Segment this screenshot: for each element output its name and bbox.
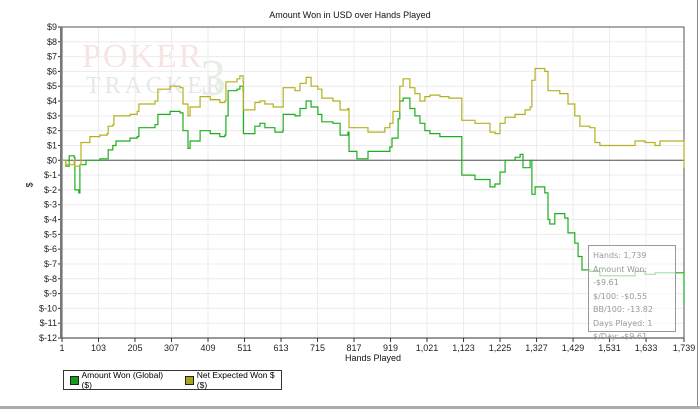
y-axis-label: $ — [24, 182, 35, 188]
y-tick-label: $-12 — [39, 333, 57, 343]
x-tick-label: 1,021 — [416, 343, 439, 353]
y-tick-label: $-4 — [44, 215, 57, 225]
x-tick-label: 1,531 — [598, 343, 621, 353]
y-tick-label: $5 — [47, 81, 57, 91]
x-tick-label: 1 — [59, 343, 64, 353]
x-tick-label: 409 — [201, 343, 216, 353]
tooltip-amount-won: Amount Won: -$9.61 — [593, 264, 648, 288]
y-tick-label: $-9 — [44, 289, 57, 299]
x-tick-label: 205 — [127, 343, 142, 353]
tooltip-per-100: $/100: -$0.55 — [593, 291, 648, 301]
x-tick-label: 1,123 — [452, 343, 475, 353]
x-tick-label: 1,225 — [489, 343, 512, 353]
y-tick-label: $-5 — [44, 229, 57, 239]
tooltip-days-played: Days Played: 1 — [593, 318, 653, 328]
y-tick-label: $0 — [47, 155, 57, 165]
y-tick-label: $-2 — [44, 185, 57, 195]
y-tick-label: $-11 — [40, 318, 57, 328]
chart-title: Amount Won in USD over Hands Played — [269, 10, 431, 20]
tooltip-bb-per-100: BB/100: -13.82 — [593, 305, 653, 314]
y-tick-label: $-8 — [44, 274, 57, 284]
y-tick-label: $6 — [47, 66, 57, 76]
series-line-net-expected-won — [62, 67, 685, 168]
y-tick-label: $8 — [47, 37, 57, 47]
y-tick-label: $-1 — [44, 170, 57, 180]
legend: Amount Won (Global) ($) Net Expected Won… — [63, 370, 282, 390]
pokertracker-watermark-logo: POKER TRACKER 3 — [82, 38, 226, 107]
legend-item-amount-won[interactable]: Amount Won (Global) ($) — [70, 370, 169, 390]
svg-text:3: 3 — [200, 50, 226, 107]
x-tick-label: 919 — [383, 343, 398, 353]
x-tick-label: 1,633 — [635, 343, 658, 353]
y-tick-label: $9 — [47, 22, 57, 32]
x-axis-label: Hands Played — [344, 353, 402, 363]
tooltip-per-day: $/Day: -$9.61 — [593, 332, 648, 341]
legend-label: Amount Won (Global) ($) — [81, 370, 164, 390]
legend-item-net-expected[interactable]: Net Expected Won $ ($) — [185, 370, 281, 390]
y-tick-label: $7 — [47, 52, 57, 62]
x-tick-label: 307 — [164, 343, 179, 353]
y-tick-label: $-10 — [39, 303, 57, 313]
y-tick-label: $-3 — [44, 200, 57, 210]
legend-swatch — [185, 375, 194, 385]
y-tick-label: $1 — [47, 140, 57, 150]
y-tick-label: $4 — [47, 96, 57, 106]
x-tick-label: 613 — [274, 343, 289, 353]
y-tick-label: $3 — [47, 111, 57, 121]
legend-label: Net Expected Won $ ($) — [196, 370, 275, 390]
legend-swatch — [70, 375, 79, 385]
tooltip: Hands: 1,739 Amount Won: -$9.61 $/100: -… — [588, 245, 676, 341]
bottom-border — [0, 406, 700, 409]
y-tick-label: $-7 — [44, 259, 57, 269]
y-tick-label: $-6 — [44, 244, 57, 254]
x-tick-label: 1,429 — [562, 343, 585, 353]
x-tick-label: 1,327 — [525, 343, 548, 353]
x-tick-label: 103 — [91, 343, 106, 353]
y-tick-label: $2 — [47, 126, 57, 136]
series-line-amount-won — [62, 85, 685, 303]
x-tick-label: 511 — [237, 343, 251, 353]
x-tick-label: 817 — [347, 343, 362, 353]
right-border — [697, 0, 698, 406]
tooltip-hands: Hands: 1,739 — [593, 251, 647, 260]
x-tick-label: 715 — [310, 343, 325, 353]
x-tick-label: 1,739 — [673, 343, 696, 353]
